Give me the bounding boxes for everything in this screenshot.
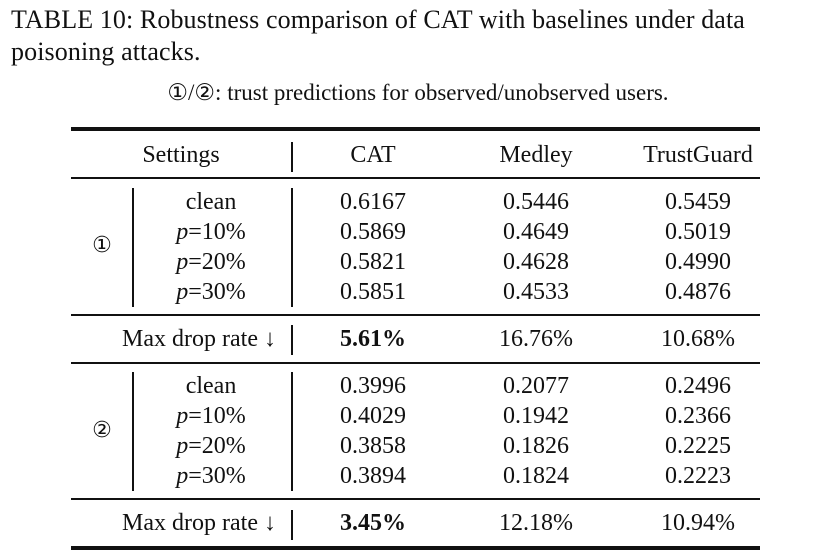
summary-label: Max drop rate ↓ [122, 510, 276, 536]
table-row-setting: p=10% [176, 217, 246, 247]
table-cell: 0.5446 [503, 189, 569, 215]
table-row-setting: p=20% [176, 247, 246, 277]
setting-value: =20% [188, 433, 246, 459]
setting-value: =20% [188, 249, 246, 275]
header-medley: Medley [499, 142, 573, 168]
summary-label: Max drop rate ↓ [122, 326, 276, 352]
table-row-setting: clean [186, 371, 237, 401]
group2-marker-divider [132, 372, 134, 491]
group1-divider [291, 188, 293, 307]
table-cell: 0.3894 [340, 463, 406, 489]
table-cell: 0.4533 [503, 279, 569, 305]
header-divider [291, 142, 293, 172]
setting-var: p [176, 463, 189, 489]
table-row-setting: p=30% [176, 461, 246, 491]
table-cell: 0.2077 [503, 373, 569, 399]
summary-cell: 10.68% [661, 326, 735, 352]
table-cell: 0.3858 [340, 433, 406, 459]
table-cell: 0.2366 [665, 403, 731, 429]
setting-value: =30% [188, 463, 246, 489]
table-legend: ①/②: trust predictions for observed/unob… [0, 78, 827, 108]
setting-var: p [176, 249, 189, 275]
setting-var: p [176, 219, 189, 245]
setting-value: =30% [188, 279, 246, 305]
summary-cell: 12.18% [499, 510, 573, 536]
table-cell: 0.5869 [340, 219, 406, 245]
setting-var: p [176, 433, 189, 459]
table-cell: 0.5851 [340, 279, 406, 305]
header-trustguard: TrustGuard [643, 142, 753, 168]
table-cell: 0.1826 [503, 433, 569, 459]
table-cell: 0.5821 [340, 249, 406, 275]
group1-summary-rule [71, 314, 760, 316]
table-cell: 0.3996 [340, 373, 406, 399]
group2-top-rule [71, 362, 760, 364]
table-cell: 0.2496 [665, 373, 731, 399]
group1-marker-divider [132, 188, 134, 307]
table-row-setting: clean [186, 187, 237, 217]
table-cell: 0.4649 [503, 219, 569, 245]
group2-divider [291, 372, 293, 491]
setting-value: clean [185, 373, 237, 399]
table-row-setting: p=10% [176, 401, 246, 431]
header-rule [71, 177, 760, 179]
setting-value: =10% [188, 219, 246, 245]
setting-var: p [176, 279, 189, 305]
bottom-rule [71, 546, 760, 550]
summary-cell-best: 5.61% [340, 326, 406, 352]
group2-summary-rule [71, 498, 760, 500]
table-cell: 0.2225 [665, 433, 731, 459]
setting-var: p [176, 403, 189, 429]
table-cell: 0.4029 [340, 403, 406, 429]
table-cell: 0.6167 [340, 189, 406, 215]
header-cat: CAT [350, 142, 396, 168]
table-row-setting: p=20% [176, 431, 246, 461]
setting-value: =10% [188, 403, 246, 429]
summary-cell-best: 3.45% [340, 510, 406, 536]
table-cell: 0.1942 [503, 403, 569, 429]
table-cell: 0.4990 [665, 249, 731, 275]
table-cell: 0.5019 [665, 219, 731, 245]
summary2-divider [291, 510, 293, 540]
table-caption: TABLE 10: Robustness comparison of CAT w… [11, 5, 745, 66]
summary-cell: 10.94% [661, 510, 735, 536]
table-cell: 0.1824 [503, 463, 569, 489]
summary-cell: 16.76% [499, 326, 573, 352]
summary1-divider [291, 325, 293, 355]
table-legend-text: ①/②: trust predictions for observed/unob… [167, 80, 669, 105]
group1-marker: ① [92, 233, 112, 258]
table-row-setting: p=30% [176, 277, 246, 307]
header-settings: Settings [142, 142, 220, 168]
table-cell: 0.5459 [665, 189, 731, 215]
top-rule [71, 127, 760, 131]
table-cell: 0.2223 [665, 463, 731, 489]
setting-value: clean [185, 189, 237, 215]
group2-marker: ② [92, 418, 112, 443]
table-cell: 0.4628 [503, 249, 569, 275]
table-cell: 0.4876 [665, 279, 731, 305]
